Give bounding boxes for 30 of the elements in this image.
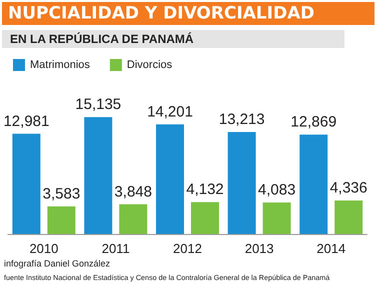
bar [228, 132, 256, 234]
legend-label: Divorcios [126, 59, 173, 71]
data-label: 13,213 [218, 110, 265, 128]
x-tick-label: 2012 [173, 241, 202, 256]
bar [191, 202, 219, 234]
bar [156, 124, 184, 234]
x-tick-label: 2013 [244, 241, 274, 256]
bar [12, 134, 40, 234]
legend-label: Matrimonios [30, 59, 90, 71]
text: infografía Daniel González [4, 258, 111, 268]
data-label: 12,981 [3, 112, 50, 130]
bar [84, 117, 112, 234]
bar [300, 134, 328, 234]
x-tick-label: 2014 [316, 241, 346, 256]
data-label: 15,135 [75, 96, 122, 114]
bar [262, 202, 291, 234]
data-label: 4,132 [186, 181, 224, 198]
data-label: 12,869 [290, 114, 337, 131]
x-tick-label: 2010 [29, 241, 58, 256]
data-label: 14,201 [147, 103, 193, 120]
bar [47, 206, 76, 234]
bar [119, 204, 148, 234]
chart-title: NUPCIALIDAD Y DIVORCIALIDAD [8, 4, 314, 24]
data-label: 3,848 [114, 183, 152, 200]
x-tick-label: 2011 [102, 241, 130, 256]
data-label: 4,336 [330, 180, 368, 197]
data-label: 3,583 [42, 185, 80, 202]
bar [334, 200, 363, 234]
chart-subtitle: EN LA REPÚBLICA DE PANAMÁ [10, 32, 194, 46]
data-label: 4,083 [258, 181, 296, 198]
